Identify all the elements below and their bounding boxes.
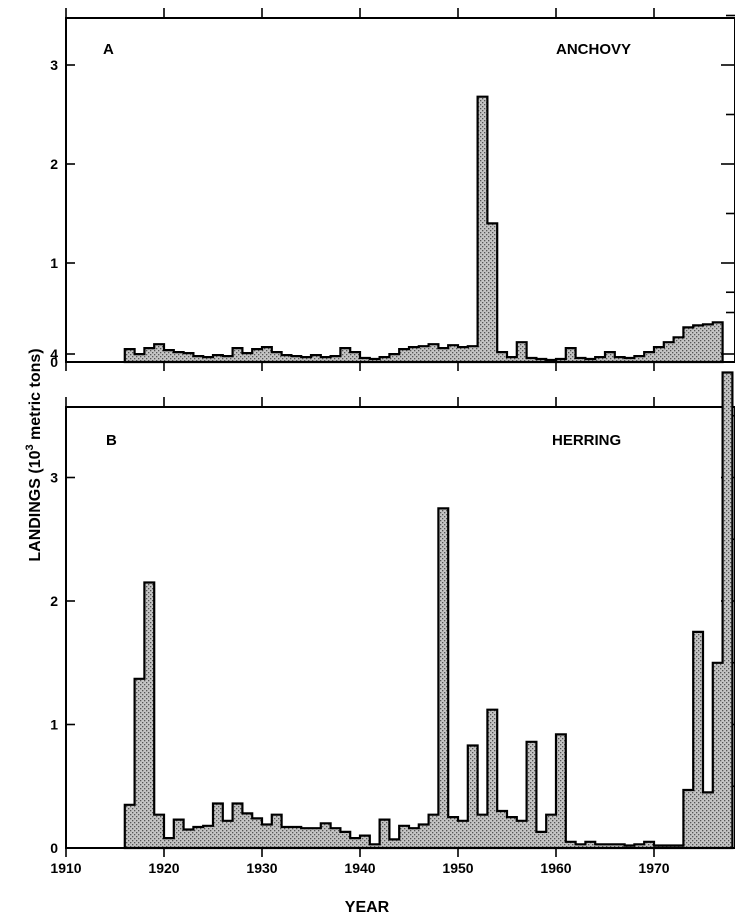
panel-a-letter: A <box>103 41 114 58</box>
panel-b-letter: B <box>106 432 117 449</box>
panel-a-species-label: ANCHOVY <box>556 41 631 58</box>
y-tick-label: 0 <box>50 840 58 856</box>
panel-b-species-label: HERRING <box>552 432 621 449</box>
y-tick-label: 2 <box>50 156 58 172</box>
panel-a-frame <box>65 17 735 363</box>
y-tick-label: 0 <box>50 354 58 370</box>
y-tick-label: 3 <box>50 57 58 73</box>
x-axis-title: YEAR <box>345 899 390 916</box>
herring-landings-series <box>123 371 734 850</box>
x-tick-label: 1940 <box>344 860 375 876</box>
x-tick-label: 1920 <box>148 860 179 876</box>
x-tick-label: 1910 <box>50 860 81 876</box>
panel-a-ticks <box>65 8 735 371</box>
y-tick-label: 4 <box>50 346 58 362</box>
anchovy-bars <box>125 97 723 362</box>
y-tick-label: 3 <box>50 470 58 486</box>
panel-b-frame <box>65 406 735 849</box>
y-axis-title-sup: 3 <box>24 444 36 450</box>
y-tick-label: 1 <box>50 255 58 271</box>
y-axis-title: LANDINGS (103 metric tons) <box>24 348 44 561</box>
x-tick-label: 1960 <box>540 860 571 876</box>
x-tick-labels: 1910 1920 1930 1940 1950 1960 1970 <box>50 860 669 876</box>
panel-b-y-tick-labels: 0 1 2 3 4 <box>50 346 58 856</box>
x-tick-label: 1950 <box>442 860 473 876</box>
y-tick-label: 1 <box>50 717 58 733</box>
x-tick-label: 1930 <box>246 860 277 876</box>
panel-a-y-tick-labels: 0 1 2 3 <box>50 57 58 370</box>
x-tick-label: 1970 <box>638 860 669 876</box>
panel-b-ticks <box>65 291 735 857</box>
y-axis-title-main: LANDINGS (10 <box>27 450 44 561</box>
y-axis-title-tail: metric tons) <box>27 348 44 444</box>
y-tick-label: 2 <box>50 593 58 609</box>
panel-a-anchovy: 0 1 2 3 A ANCHOVY <box>50 8 735 371</box>
panel-b-herring: 0 1 2 3 4 B HERRING <box>50 291 735 857</box>
anchovy-landings-series <box>123 95 724 364</box>
herring-bars <box>125 373 733 849</box>
